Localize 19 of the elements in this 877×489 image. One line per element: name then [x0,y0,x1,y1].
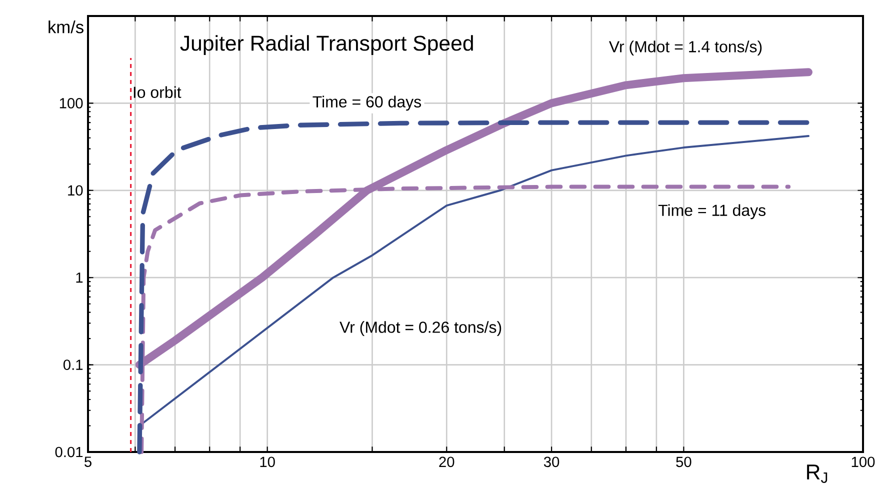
y-tick-label: 0.01 [55,446,83,458]
y-axis-title: km/s [48,20,84,34]
y-tick-label: 0.1 [63,360,83,370]
series-label: Time = 60 days [312,96,422,111]
text: Vr (Mdot = 0.26 tons/s) [340,321,502,336]
x-tick-label: 30 [544,456,560,468]
x-tick-label: 10 [260,456,275,468]
series-label: Time = 11 days [658,204,766,220]
series-label: Vr (Mdot = 1.4 tons/s) [608,40,762,56]
y-tick-label: 100 [60,98,83,108]
x-axis-title: R$_{J}$ [807,464,828,483]
y-tick-label: 1 [76,272,83,283]
x-tick-label: 20 [439,456,454,468]
y-tick-label: 10 [68,185,83,196]
x-tick-label: 5 [84,456,92,467]
ref-line-label: Io orbit [134,86,182,98]
x-tick-label: 50 [676,456,692,468]
text: Jupiter Radial Transport Speed [180,35,473,56]
x-tick-label: 100 [852,456,875,468]
